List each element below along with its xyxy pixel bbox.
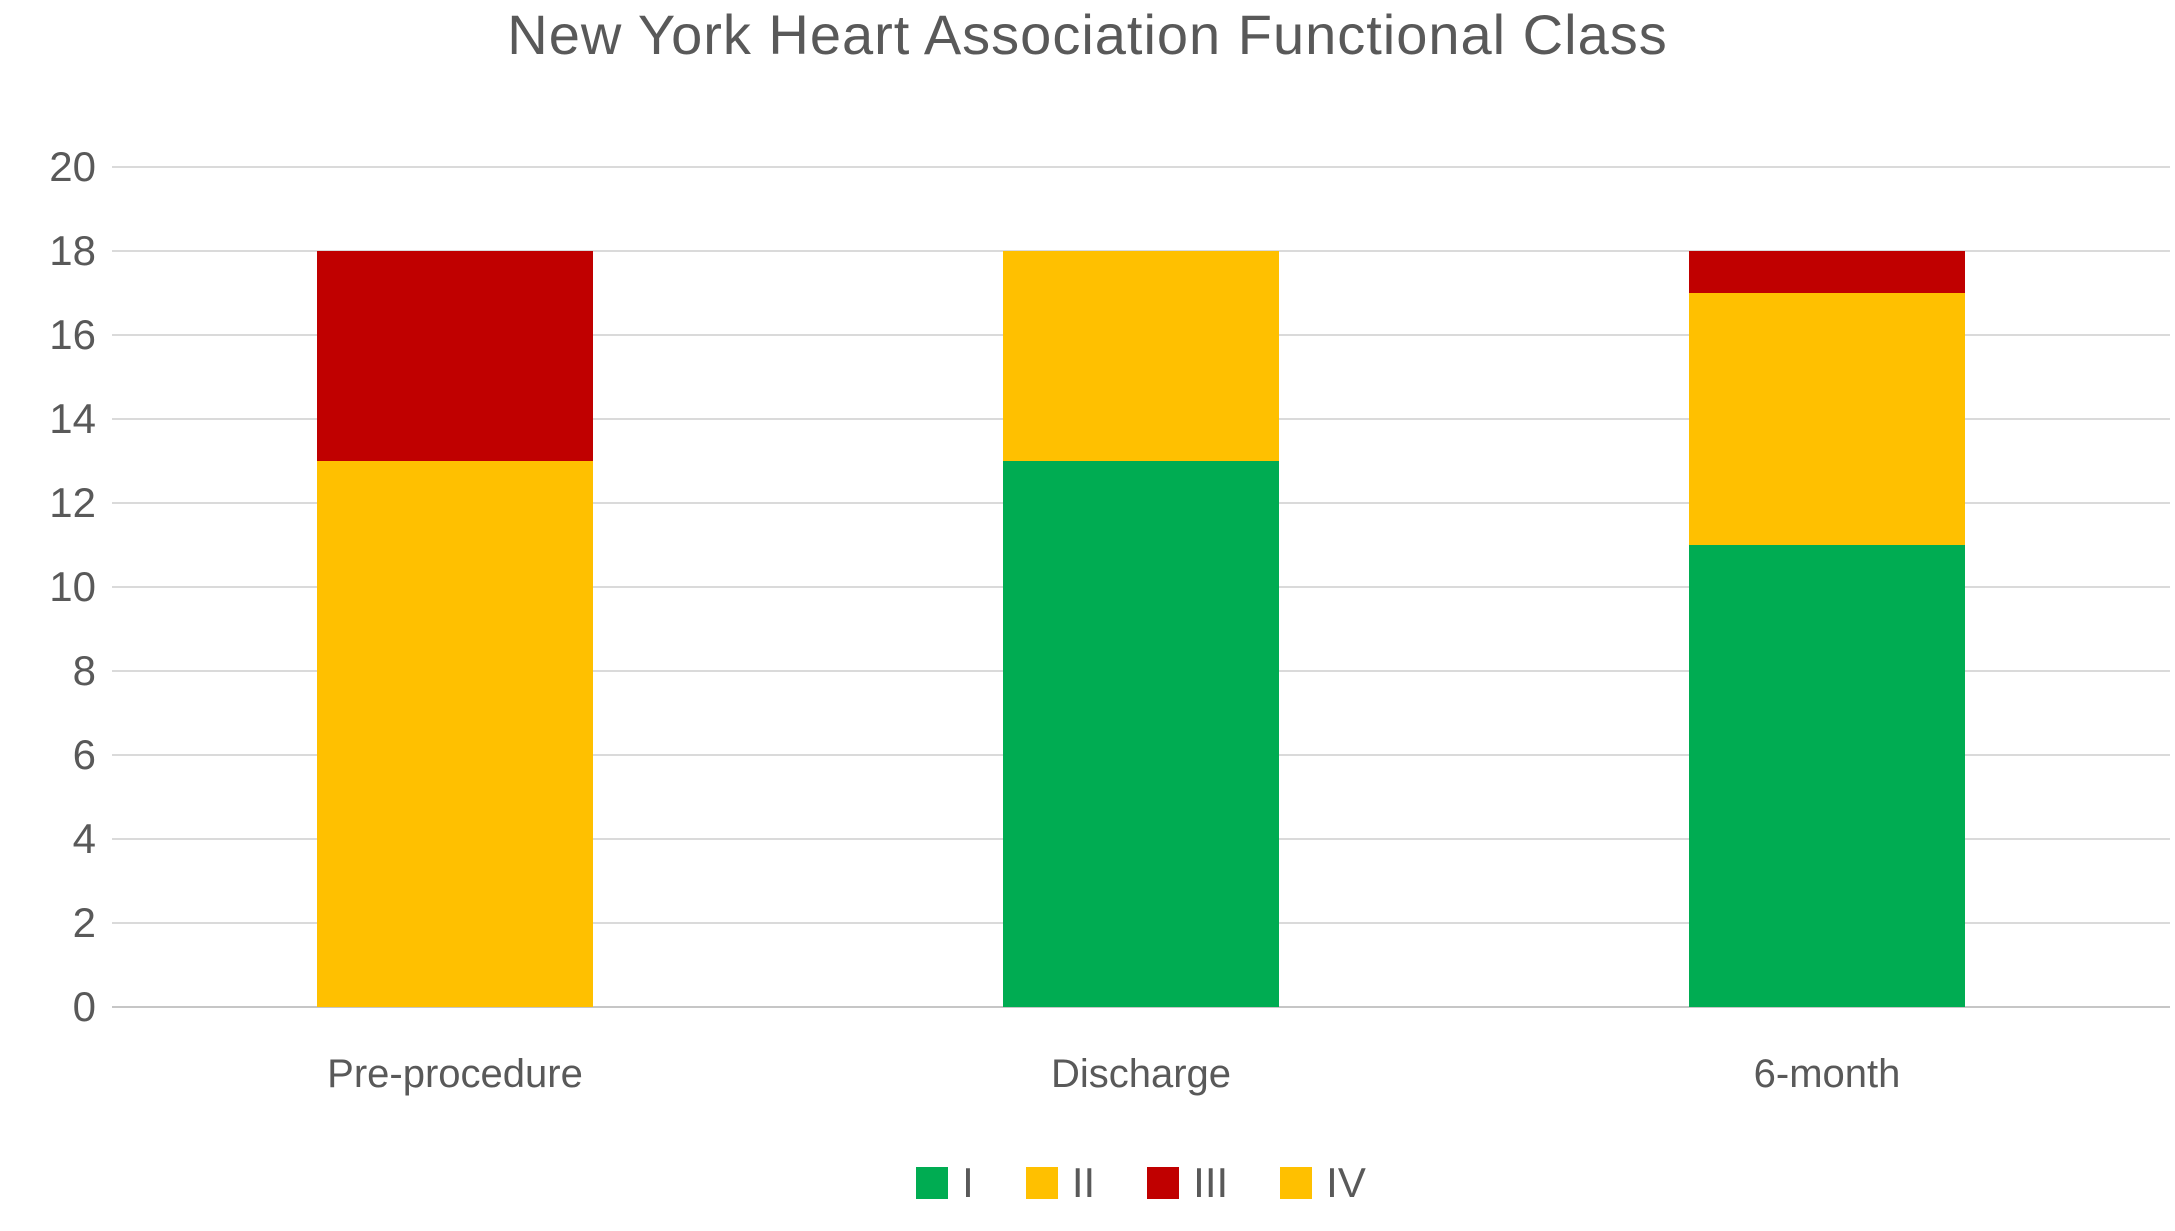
- legend-label-ii: II: [1071, 1159, 1096, 1206]
- legend-swatch-i: [916, 1167, 949, 1199]
- y-tick-label-0: 0: [72, 983, 96, 1030]
- legend-swatch-iv: [1280, 1167, 1313, 1199]
- bar-segment-discharge-class-i: [1003, 461, 1279, 1007]
- chart-legend: I II III IV: [112, 1162, 2170, 1204]
- x-category-label-pre-procedure: Pre-procedure: [327, 1052, 583, 1096]
- gridline-y-20: [112, 166, 2170, 168]
- gridline-y-0: [112, 1006, 2170, 1008]
- y-tick-label-16: 16: [49, 311, 96, 358]
- bar-segment-6-month-class-iii: [1689, 251, 1965, 293]
- legend-item-iii: III: [1147, 1162, 1228, 1204]
- legend-label-i: I: [962, 1159, 974, 1206]
- y-tick-label-20: 20: [49, 143, 96, 190]
- plot-area: [112, 167, 2170, 1007]
- bar-6-month: [1689, 251, 1965, 1007]
- bar-segment-pre-procedure-class-iii: [317, 251, 593, 461]
- y-tick-label-4: 4: [72, 815, 96, 862]
- legend-item-i: I: [916, 1162, 974, 1204]
- legend-item-iv: IV: [1280, 1162, 1366, 1204]
- chart-title: New York Heart Association Functional Cl…: [507, 3, 1668, 66]
- bar-pre-procedure: [317, 251, 593, 1007]
- y-tick-label-8: 8: [72, 647, 96, 694]
- legend-swatch-iii: [1147, 1167, 1180, 1199]
- y-tick-label-14: 14: [49, 395, 96, 442]
- y-tick-label-18: 18: [49, 227, 96, 274]
- bar-segment-6-month-class-i: [1689, 545, 1965, 1007]
- legend-item-ii: II: [1025, 1159, 1096, 1206]
- legend-swatch-ii: [1025, 1167, 1058, 1199]
- bar-segment-pre-procedure-class-ii: [317, 461, 593, 1007]
- y-tick-label-6: 6: [72, 731, 96, 778]
- y-tick-label-10: 10: [49, 563, 96, 610]
- bar-segment-6-month-class-ii: [1689, 293, 1965, 545]
- x-category-label-6-month: 6-month: [1753, 1052, 1901, 1096]
- legend-label-iv: IV: [1326, 1159, 1366, 1206]
- bar-discharge: [1003, 251, 1279, 1007]
- y-tick-label-12: 12: [49, 479, 96, 526]
- y-tick-label-2: 2: [72, 899, 96, 946]
- x-category-label-discharge: Discharge: [1050, 1052, 1232, 1096]
- bar-segment-discharge-class-ii: [1003, 251, 1279, 461]
- legend-label-iii: III: [1193, 1159, 1229, 1206]
